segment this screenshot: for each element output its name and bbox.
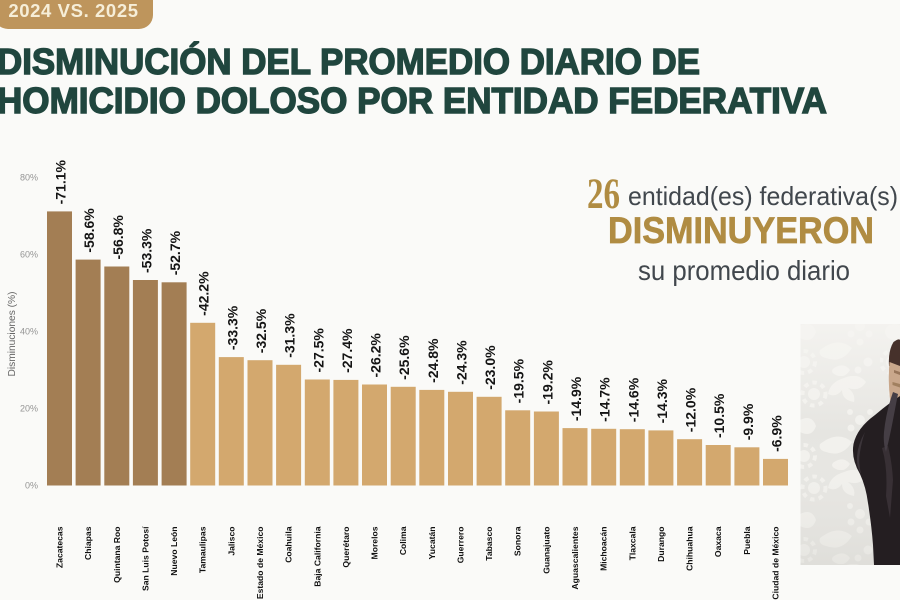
svg-text:Ciudad de México: Ciudad de México <box>771 527 781 600</box>
svg-text:-14.3%: -14.3% <box>654 378 670 423</box>
svg-text:DISMINUYERON: DISMINUYERON <box>608 210 874 251</box>
svg-text:Querétaro: Querétaro <box>341 527 351 568</box>
svg-text:-14.9%: -14.9% <box>568 376 584 421</box>
svg-text:Tabasco: Tabasco <box>484 527 494 561</box>
svg-text:-12.0%: -12.0% <box>683 387 699 432</box>
svg-text:Aguascalientes: Aguascalientes <box>570 526 580 589</box>
svg-text:Jalisco: Jalisco <box>226 527 236 556</box>
svg-text:-53.3%: -53.3% <box>138 228 154 273</box>
svg-text:Baja California: Baja California <box>312 526 322 586</box>
svg-text:Michoacán: Michoacán <box>599 527 609 571</box>
svg-text:Morelos: Morelos <box>370 526 380 559</box>
svg-text:-25.6%: -25.6% <box>396 335 412 380</box>
svg-text:-56.8%: -56.8% <box>110 215 126 260</box>
svg-text:26: 26 <box>587 171 620 218</box>
svg-text:San Luis Potosí: San Luis Potosí <box>140 526 150 591</box>
svg-text:Nuevo León: Nuevo León <box>169 527 179 576</box>
svg-text:-19.5%: -19.5% <box>511 358 527 403</box>
svg-text:-33.3%: -33.3% <box>224 305 240 350</box>
svg-text:Tlaxcala: Tlaxcala <box>627 526 637 560</box>
svg-text:20%: 20% <box>20 404 38 414</box>
svg-text:Guanajuato: Guanajuato <box>541 527 551 574</box>
svg-text:-31.3%: -31.3% <box>282 313 298 358</box>
svg-text:Oaxaca: Oaxaca <box>713 526 723 557</box>
svg-text:entidad(es) federativa(s): entidad(es) federativa(s) <box>628 181 898 211</box>
svg-text:Zacatecas: Zacatecas <box>55 526 65 568</box>
svg-text:-58.6%: -58.6% <box>81 208 97 253</box>
svg-text:HOMICIDIO DOLOSO POR ENTIDAD F: HOMICIDIO DOLOSO POR ENTIDAD FEDERATIVA <box>0 80 827 121</box>
svg-text:40%: 40% <box>20 327 38 337</box>
svg-text:-19.2%: -19.2% <box>539 360 555 405</box>
svg-text:-14.7%: -14.7% <box>597 377 613 422</box>
svg-text:Durango: Durango <box>656 527 666 562</box>
svg-text:-27.5%: -27.5% <box>310 328 326 373</box>
svg-text:Yucatán: Yucatán <box>427 527 437 560</box>
svg-text:Disminuciones (%): Disminuciones (%) <box>7 292 18 377</box>
svg-text:0%: 0% <box>25 481 38 491</box>
svg-text:Chiapas: Chiapas <box>83 526 93 560</box>
svg-text:60%: 60% <box>20 249 38 259</box>
svg-text:Estado de México: Estado de México <box>255 527 265 600</box>
svg-text:Puebla: Puebla <box>742 526 752 554</box>
svg-text:-42.2%: -42.2% <box>196 271 212 316</box>
svg-text:Sonora: Sonora <box>513 526 523 556</box>
svg-text:-14.6%: -14.6% <box>625 377 641 422</box>
svg-text:-24.3%: -24.3% <box>454 340 470 385</box>
svg-text:Coahuila: Coahuila <box>284 526 294 563</box>
svg-text:-26.2%: -26.2% <box>368 333 384 378</box>
svg-text:Guerrero: Guerrero <box>456 527 466 564</box>
svg-text:su promedio diario: su promedio diario <box>638 255 850 286</box>
svg-text:-9.9%: -9.9% <box>740 403 756 440</box>
svg-text:-27.4%: -27.4% <box>339 328 355 373</box>
svg-text:Chihuahua: Chihuahua <box>685 526 695 571</box>
svg-text:-71.1%: -71.1% <box>53 159 69 204</box>
svg-text:-10.5%: -10.5% <box>711 393 727 438</box>
svg-text:-32.5%: -32.5% <box>253 308 269 353</box>
svg-text:-24.8%: -24.8% <box>425 338 441 383</box>
svg-text:Tamaulipas: Tamaulipas <box>198 526 208 573</box>
svg-text:Quintana Roo: Quintana Roo <box>112 527 122 583</box>
svg-text:DISMINUCIÓN DEL PROMEDIO DIARI: DISMINUCIÓN DEL PROMEDIO DIARIO DE <box>0 40 700 82</box>
svg-text:Colima: Colima <box>398 526 408 555</box>
svg-text:80%: 80% <box>20 172 38 182</box>
svg-text:-23.0%: -23.0% <box>482 345 498 390</box>
svg-text:-52.7%: -52.7% <box>167 230 183 275</box>
svg-text:-6.9%: -6.9% <box>769 415 785 452</box>
